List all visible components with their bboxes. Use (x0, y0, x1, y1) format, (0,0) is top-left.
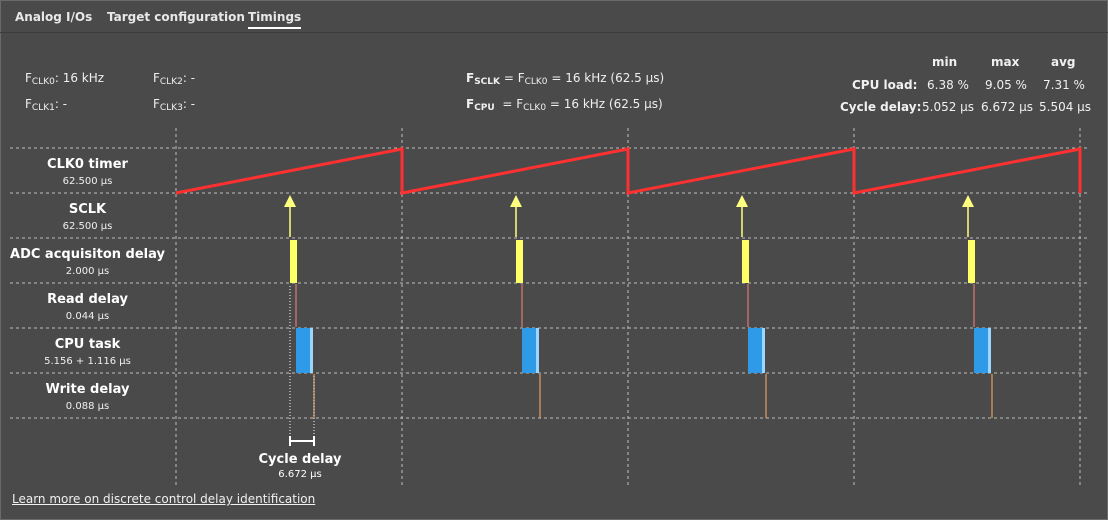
cycle-delay-max: 6.672 µs (981, 100, 1034, 114)
sclk-arrowhead (736, 195, 748, 207)
row-label-cpu-task: CPU task 5.156 + 1.116 µs (0, 337, 175, 367)
cpu-load-max: 9.05 % (985, 78, 1027, 92)
cycle-delay-min: 5.052 µs (922, 100, 975, 114)
sclk-arrowhead (284, 195, 296, 207)
row-value: 0.088 µs (65, 401, 110, 412)
adc-acquisition-bar (290, 240, 297, 283)
row-value: 5.156 + 1.116 µs (44, 356, 131, 367)
cycle-delay-label: Cycle delay: (840, 100, 922, 114)
adc-acquisition-bar (742, 240, 749, 283)
fcpu-formula: FCPU = FCLK0 = 16 kHz (62.5 µs) (466, 97, 663, 113)
cpu-load-label: CPU load: (852, 78, 918, 92)
cpu-task-extra-bar (988, 328, 991, 373)
row-value: 0.044 µs (65, 311, 110, 322)
cycle-delay-marker-value: 6.672 µs (278, 469, 322, 480)
stats-header-max: max (991, 55, 1020, 69)
fclk1-label: FCLK1: - (25, 97, 68, 113)
fclk3-label: FCLK3: - (153, 97, 196, 113)
row-name: Read delay (47, 292, 128, 307)
cycle-delay-marker-name: Cycle delay (258, 452, 342, 467)
cpu-task-extra-bar (310, 328, 313, 373)
row-label-adc-delay: ADC acquisiton delay 2.000 µs (0, 247, 175, 277)
cpu-load-min: 6.38 % (927, 78, 969, 92)
row-label-clk0-timer: CLK0 timer 62.500 µs (0, 157, 175, 187)
row-name: CPU task (54, 337, 121, 352)
tab-timings[interactable]: Timings (248, 10, 302, 29)
cpu-task-bar (748, 328, 764, 373)
row-name: SCLK (68, 202, 107, 217)
learn-more-link[interactable]: Learn more on discrete control delay ide… (12, 492, 316, 506)
cpu-task-extra-bar (536, 328, 539, 373)
tab-divider (0, 32, 1108, 33)
tab-analog-ios[interactable]: Analog I/Os (15, 10, 93, 24)
row-name: ADC acquisiton delay (10, 247, 165, 262)
sclk-arrowhead (510, 195, 522, 207)
row-label-sclk: SCLK 62.500 µs (0, 202, 175, 232)
row-value: 62.500 µs (62, 221, 113, 232)
adc-acquisition-bar (968, 240, 975, 283)
cpu-task-bar (296, 328, 312, 373)
row-value: 2.000 µs (65, 266, 110, 277)
adc-acquisition-bar (516, 240, 523, 283)
cpu-task-bar (974, 328, 990, 373)
cycle-delay-marker-label: Cycle delay 6.672 µs (240, 452, 360, 480)
stats-header-min: min (932, 55, 958, 69)
clk0-sawtooth (175, 147, 1082, 195)
row-label-write-delay: Write delay 0.088 µs (0, 382, 175, 412)
fclk0-label: FCLK0: 16 kHz (25, 71, 105, 87)
stats-header-avg: avg (1051, 55, 1076, 69)
fsclk-formula: FSCLK = FCLK0 = 16 kHz (62.5 µs) (466, 71, 665, 87)
row-name: Write delay (45, 382, 130, 397)
sclk-arrowhead (962, 195, 974, 207)
tab-target-configuration[interactable]: Target configuration (107, 10, 245, 24)
cpu-load-avg: 7.31 % (1043, 78, 1085, 92)
row-label-read-delay: Read delay 0.044 µs (0, 292, 175, 322)
row-value: 62.500 µs (62, 176, 113, 187)
row-name: CLK0 timer (47, 157, 128, 172)
cpu-task-extra-bar (762, 328, 765, 373)
cycle-delay-avg: 5.504 µs (1039, 100, 1092, 114)
cpu-task-bar (522, 328, 538, 373)
fclk2-label: FCLK2: - (153, 71, 196, 87)
